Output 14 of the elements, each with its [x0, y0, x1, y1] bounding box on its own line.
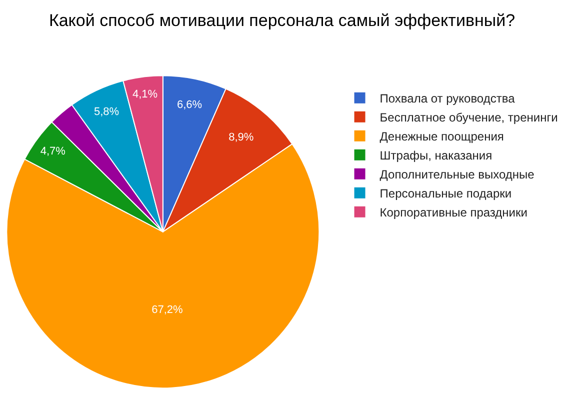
data-label: 6,6%: [176, 99, 202, 112]
legend-label: Денежные поощрения: [380, 130, 504, 144]
data-label: 5,8%: [94, 106, 120, 118]
legend-label: Дополнительные выходные: [380, 168, 535, 182]
legend-label: Персональные подарки: [380, 186, 512, 201]
legend-label: Похвала от руководства: [380, 92, 516, 106]
data-label: 8,9%: [228, 132, 254, 144]
legend-label: Штрафы, наказания: [380, 148, 492, 163]
data-label: 4,1%: [132, 88, 158, 101]
data-label: 4,7%: [40, 145, 66, 158]
data-label: 67,2%: [152, 304, 184, 316]
chart-title: Какой способ мотивации персонала самый эффективный?: [48, 10, 516, 30]
legend-label: Бесплатное обучение, тренинги: [380, 110, 558, 125]
legend-label: Корпоративные праздники: [380, 206, 528, 220]
